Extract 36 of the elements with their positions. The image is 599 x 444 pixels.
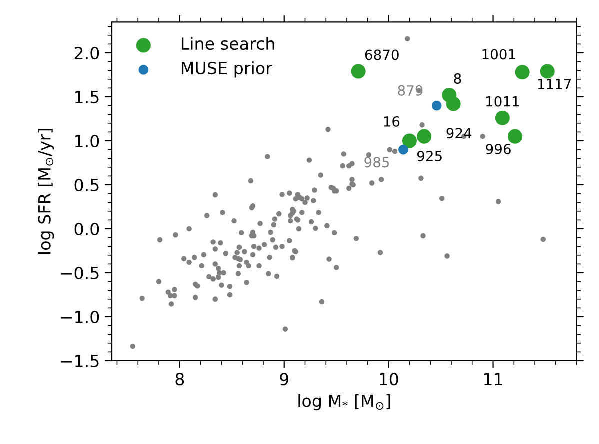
x-tick-label: 10 <box>380 373 398 386</box>
legend-label: MUSE prior <box>182 62 272 78</box>
point <box>540 64 555 79</box>
point <box>515 65 530 80</box>
annotation: 1001 <box>482 49 516 60</box>
annotation: 985 <box>364 157 390 168</box>
y-tick-label: −1.5 <box>62 355 99 368</box>
point <box>432 100 442 111</box>
y-tick-label: 0.5 <box>74 178 99 192</box>
point <box>495 110 510 126</box>
y-tick-label: −1.0 <box>62 310 100 324</box>
x-axis-title: log M$_{*}$ [M$_{⊙}$] <box>298 394 390 411</box>
point <box>417 129 432 144</box>
annotation: 1011 <box>486 96 520 107</box>
y-tick-label: 1.0 <box>76 134 100 148</box>
legend-label: Line search <box>182 37 274 50</box>
point <box>351 64 366 79</box>
x-tick-label: 9 <box>280 373 288 386</box>
y-tick-label: 0.0 <box>74 222 100 236</box>
annotation: 1117 <box>538 79 572 90</box>
y-tick-label: 1.5 <box>76 91 99 104</box>
annotation: 925 <box>418 150 442 162</box>
annotation: 16 <box>384 116 400 127</box>
annotation: 996 <box>486 144 511 155</box>
point <box>398 144 408 155</box>
annotation: 924 <box>446 128 472 139</box>
point <box>446 96 461 112</box>
y-tick-label: 2.0 <box>74 46 100 60</box>
point <box>508 129 522 144</box>
annotation: 8 <box>454 73 462 84</box>
y-tick-label: −0.5 <box>62 266 99 280</box>
x-tick-label: 11 <box>484 373 502 386</box>
y-axis-title: log SFR [M$_{⊙}$/yr] <box>38 129 54 254</box>
annotation: 6870 <box>365 50 399 60</box>
x-tick-label: 8 <box>176 373 184 386</box>
point <box>402 134 417 148</box>
